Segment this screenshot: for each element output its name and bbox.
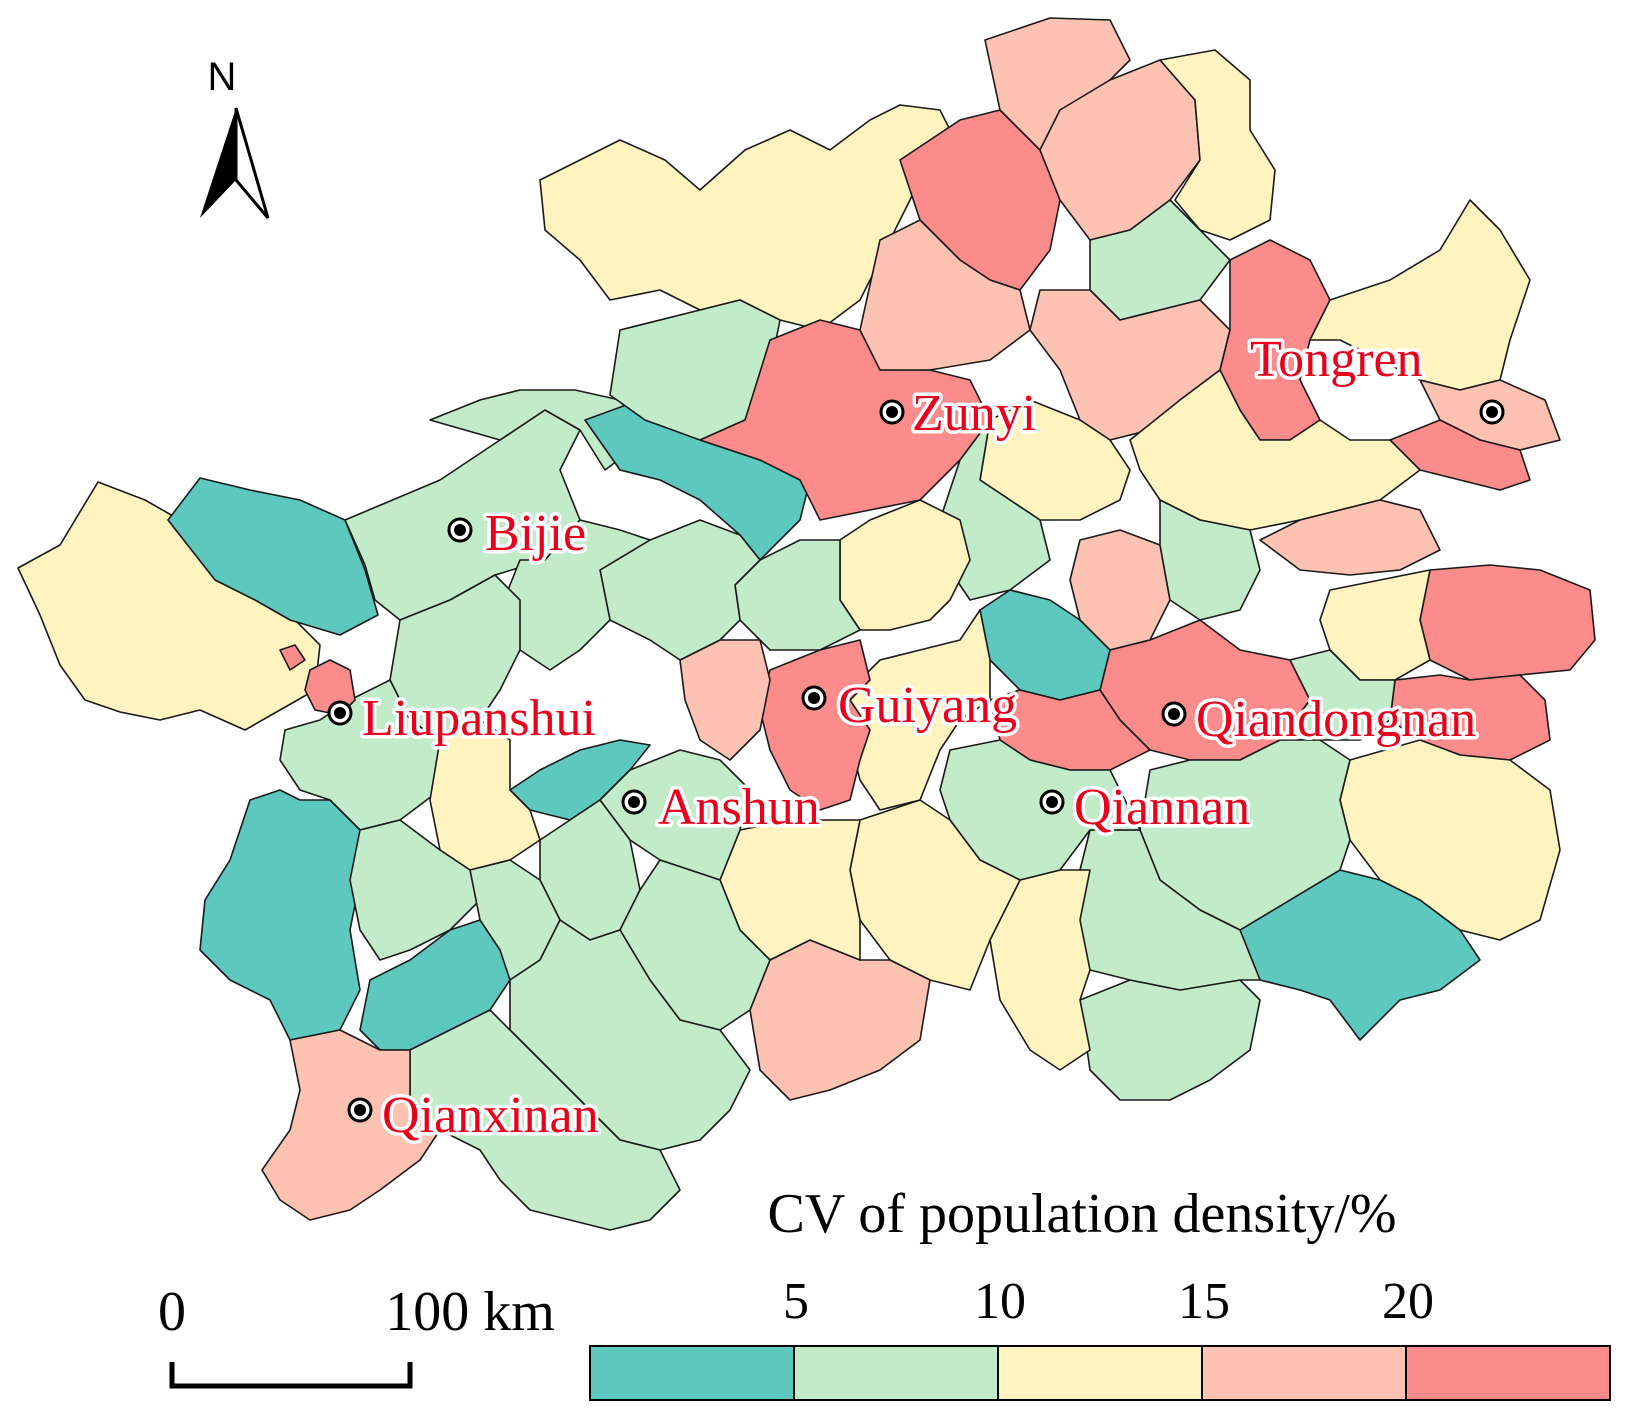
county-region: [679, 639, 771, 761]
city-label: Qiandongnan: [1196, 691, 1476, 748]
county-region: [759, 639, 871, 811]
county-region: [1339, 739, 1561, 941]
city-markers: Zunyi Tongren Bijie Guiyang Liupanshui Q…: [327, 328, 1505, 1148]
legend-swatch-2: [793, 1345, 999, 1401]
city-label: Qiannan: [1074, 779, 1250, 836]
city-label: Tongren: [1250, 331, 1423, 388]
city-marker-qiannan: Qiannan: [1039, 776, 1254, 840]
north-arrow-left-half: [200, 108, 236, 218]
county-region: [1079, 979, 1261, 1101]
legend-tick: 10: [974, 1273, 1026, 1330]
legend-swatch-5: [1405, 1345, 1611, 1401]
city-marker-tongren: Tongren: [1247, 328, 1505, 425]
legend-color-bar: [589, 1345, 1611, 1401]
scale-end-label: 100 km: [385, 1281, 555, 1343]
county-region: [989, 869, 1091, 1071]
county-region: [199, 789, 361, 1041]
county-region: [599, 749, 751, 881]
legend-tick: 5: [783, 1273, 809, 1330]
county-region: [839, 499, 971, 631]
city-marker-anshun: Anshun: [621, 776, 823, 840]
county-region: [1159, 499, 1261, 621]
county-region: [1319, 569, 1431, 681]
legend-title: CV of population density/%: [768, 1183, 1397, 1245]
county-polygons: [17, 17, 1596, 1231]
legend-tick: 20: [1382, 1273, 1434, 1330]
county-region: [1239, 869, 1481, 1041]
city-label: Liupanshui: [362, 690, 596, 747]
city-label: Anshun: [658, 779, 820, 836]
city-label: Zunyi: [912, 385, 1036, 442]
county-region: [1259, 499, 1441, 576]
county-region: [1389, 674, 1551, 761]
county-region: [1419, 564, 1596, 681]
county-region: [1389, 419, 1531, 491]
county-region: [261, 1029, 441, 1221]
county-region: [1279, 649, 1396, 741]
north-label: N: [208, 55, 237, 99]
city-marker-qiandongnan: Qiandongnan: [1161, 688, 1480, 752]
legend-swatch-4: [1201, 1345, 1407, 1401]
scale-bar-line: [169, 1362, 413, 1389]
scale-bar: 0 100 km: [158, 1281, 555, 1389]
county-region: [409, 1009, 681, 1231]
city-label: Guiyang: [838, 677, 1017, 734]
city-marker-bijie: Bijie: [447, 502, 590, 566]
county-region: [359, 919, 511, 1051]
county-region: [1159, 49, 1276, 241]
county-region: [509, 739, 651, 821]
county-region: [599, 519, 761, 661]
city-marker-qianxinan: Qianxinan: [347, 1084, 602, 1148]
county-region: [279, 644, 306, 671]
city-marker-liupanshui: Liupanshui: [327, 687, 599, 751]
city-marker-zunyi: Zunyi: [879, 382, 1040, 446]
legend-swatch-3: [997, 1345, 1203, 1401]
legend-tick-labels: 5 10 15 20: [783, 1273, 1434, 1330]
north-arrow-right-half: [234, 107, 270, 219]
city-label: Qianxinan: [382, 1087, 599, 1144]
legend-tick: 15: [1178, 1273, 1230, 1330]
legend: CV of population density/% 5 10 15 20: [589, 1183, 1611, 1401]
county-region: [979, 589, 1111, 701]
city-marker-guiyang: Guiyang: [801, 674, 1021, 738]
north-arrow-icon: N: [200, 55, 270, 219]
county-region: [849, 609, 991, 811]
county-region: [167, 477, 379, 636]
county-region: [1309, 199, 1531, 391]
scale-start-label: 0: [158, 1281, 186, 1343]
legend-swatch-1: [589, 1345, 795, 1401]
city-label: Bijie: [485, 505, 586, 562]
